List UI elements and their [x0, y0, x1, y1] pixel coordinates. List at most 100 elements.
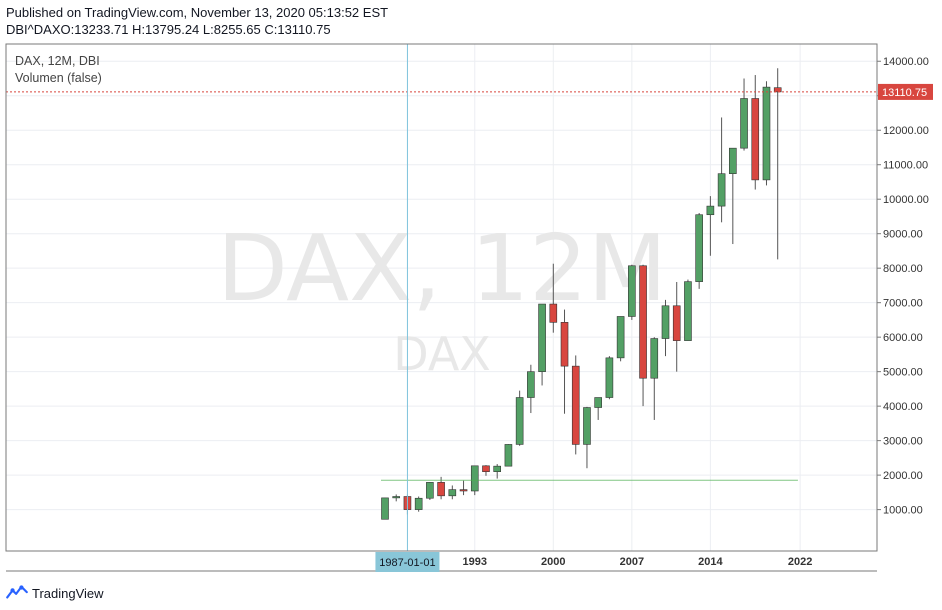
x-tick-label: 2000	[541, 556, 565, 568]
candle-body-up	[717, 173, 726, 207]
candle-body-up	[583, 407, 591, 445]
candle	[717, 117, 726, 223]
candle	[515, 390, 524, 446]
brand-name[interactable]: TradingView	[32, 585, 104, 601]
y-tick-label: 2000.00	[883, 470, 923, 482]
candle-body-up	[426, 482, 434, 499]
y-tick-label: 1000.00	[883, 505, 923, 517]
candle	[583, 406, 591, 469]
last-price-label-text: 13110.75	[882, 87, 927, 99]
crosshair-date-bg	[375, 552, 440, 572]
x-tick-label: 2014	[698, 556, 723, 568]
last-price-label-bg	[878, 83, 933, 100]
y-tick-label: 14000.00	[883, 56, 929, 68]
candle-body-up	[605, 357, 614, 398]
candle	[672, 281, 681, 372]
candle	[762, 81, 771, 186]
candle	[549, 263, 558, 333]
candle	[616, 316, 625, 362]
legend-symbol[interactable]: DAX, 12M, DBI	[15, 54, 100, 68]
y-tick-label: 10000.00	[883, 194, 929, 206]
candle	[482, 465, 490, 476]
candle-body-up	[729, 147, 737, 174]
candle	[695, 213, 703, 289]
candle-body-down	[437, 482, 445, 497]
candle-body-up	[527, 371, 535, 398]
candle-body-up	[762, 86, 771, 181]
candle	[639, 264, 647, 407]
time-axis[interactable]: 1993 2000 2007 2014 2022	[463, 556, 813, 568]
candle-body-up	[706, 205, 715, 216]
price-axis[interactable]: 1000.00 2000.00 3000.00 4000.00 5000.00 6000.…	[877, 56, 929, 517]
candle-body-down	[773, 87, 782, 93]
y-tick-label: 7000.00	[883, 298, 923, 310]
candle	[538, 303, 546, 386]
candle	[426, 482, 434, 500]
candle	[381, 497, 389, 520]
candle-body-down	[482, 465, 490, 472]
candle-body-up	[448, 489, 457, 497]
candle	[605, 356, 614, 400]
y-tick-label: 3000.00	[883, 436, 923, 448]
candle-body-up	[616, 316, 625, 359]
candle	[740, 78, 748, 151]
tradingview-logo-icon	[6, 585, 28, 599]
candle-body-up	[381, 497, 389, 520]
candle-body-down	[549, 303, 558, 323]
candle-body-down	[571, 365, 580, 445]
candle-body-up	[515, 397, 524, 445]
candle	[392, 494, 401, 502]
candle-body-down	[560, 322, 569, 367]
y-tick-label: 12000.00	[883, 125, 929, 137]
candle	[661, 299, 670, 357]
candle	[504, 444, 513, 467]
candle-body-up	[504, 444, 513, 467]
candle	[684, 279, 692, 341]
candle	[650, 337, 659, 420]
candle	[493, 464, 502, 479]
candle-body-down	[672, 305, 681, 341]
crosshair-date-label: 1987-01-01	[375, 552, 440, 572]
candle-body-up	[628, 265, 636, 317]
candle-body-up	[414, 497, 423, 510]
candle-body-up	[684, 281, 692, 341]
candle	[729, 147, 737, 245]
candle-body-down	[751, 98, 760, 181]
legend-volume[interactable]: Volumen (false)	[15, 71, 102, 85]
candle	[628, 264, 636, 320]
candle-body-up	[538, 303, 546, 372]
x-tick-label: 2007	[620, 556, 644, 568]
axis-labels: 13110.75 1987-01-01	[375, 83, 933, 572]
x-tick-label: 1993	[463, 556, 487, 568]
y-tick-label: 8000.00	[883, 263, 923, 275]
footer[interactable]: TradingView	[6, 583, 104, 603]
crosshair-date-text: 1987-01-01	[379, 557, 435, 569]
candle-body-down	[459, 489, 468, 492]
candle-body-up	[650, 338, 659, 379]
candle	[571, 355, 580, 455]
candles	[381, 68, 782, 520]
plot-border	[5, 43, 878, 552]
candle	[459, 480, 468, 496]
candle-body-down	[639, 265, 647, 379]
candle	[560, 309, 569, 414]
x-tick-label: 2022	[788, 556, 812, 568]
candle	[706, 196, 715, 256]
y-tick-label: 4000.00	[883, 401, 923, 413]
candle-body-up	[470, 465, 479, 492]
candle-body-up	[740, 98, 748, 149]
last-price-label: 13110.75	[878, 83, 933, 100]
overlays	[6, 44, 877, 551]
candle-body-up	[493, 465, 502, 472]
y-tick-label: 11000.00	[883, 160, 928, 172]
candle	[414, 496, 423, 512]
watermark-small: DAX	[393, 327, 491, 381]
y-tick-label: 5000.00	[883, 367, 923, 379]
y-tick-label: 9000.00	[883, 229, 923, 241]
candle-body-up	[392, 496, 401, 499]
ohlc-summary: DBI^DAXO:13233.71 H:13795.24 L:8255.65 C…	[6, 22, 331, 37]
candle	[773, 68, 782, 260]
candle	[448, 485, 457, 500]
candle-body-up	[695, 214, 703, 282]
